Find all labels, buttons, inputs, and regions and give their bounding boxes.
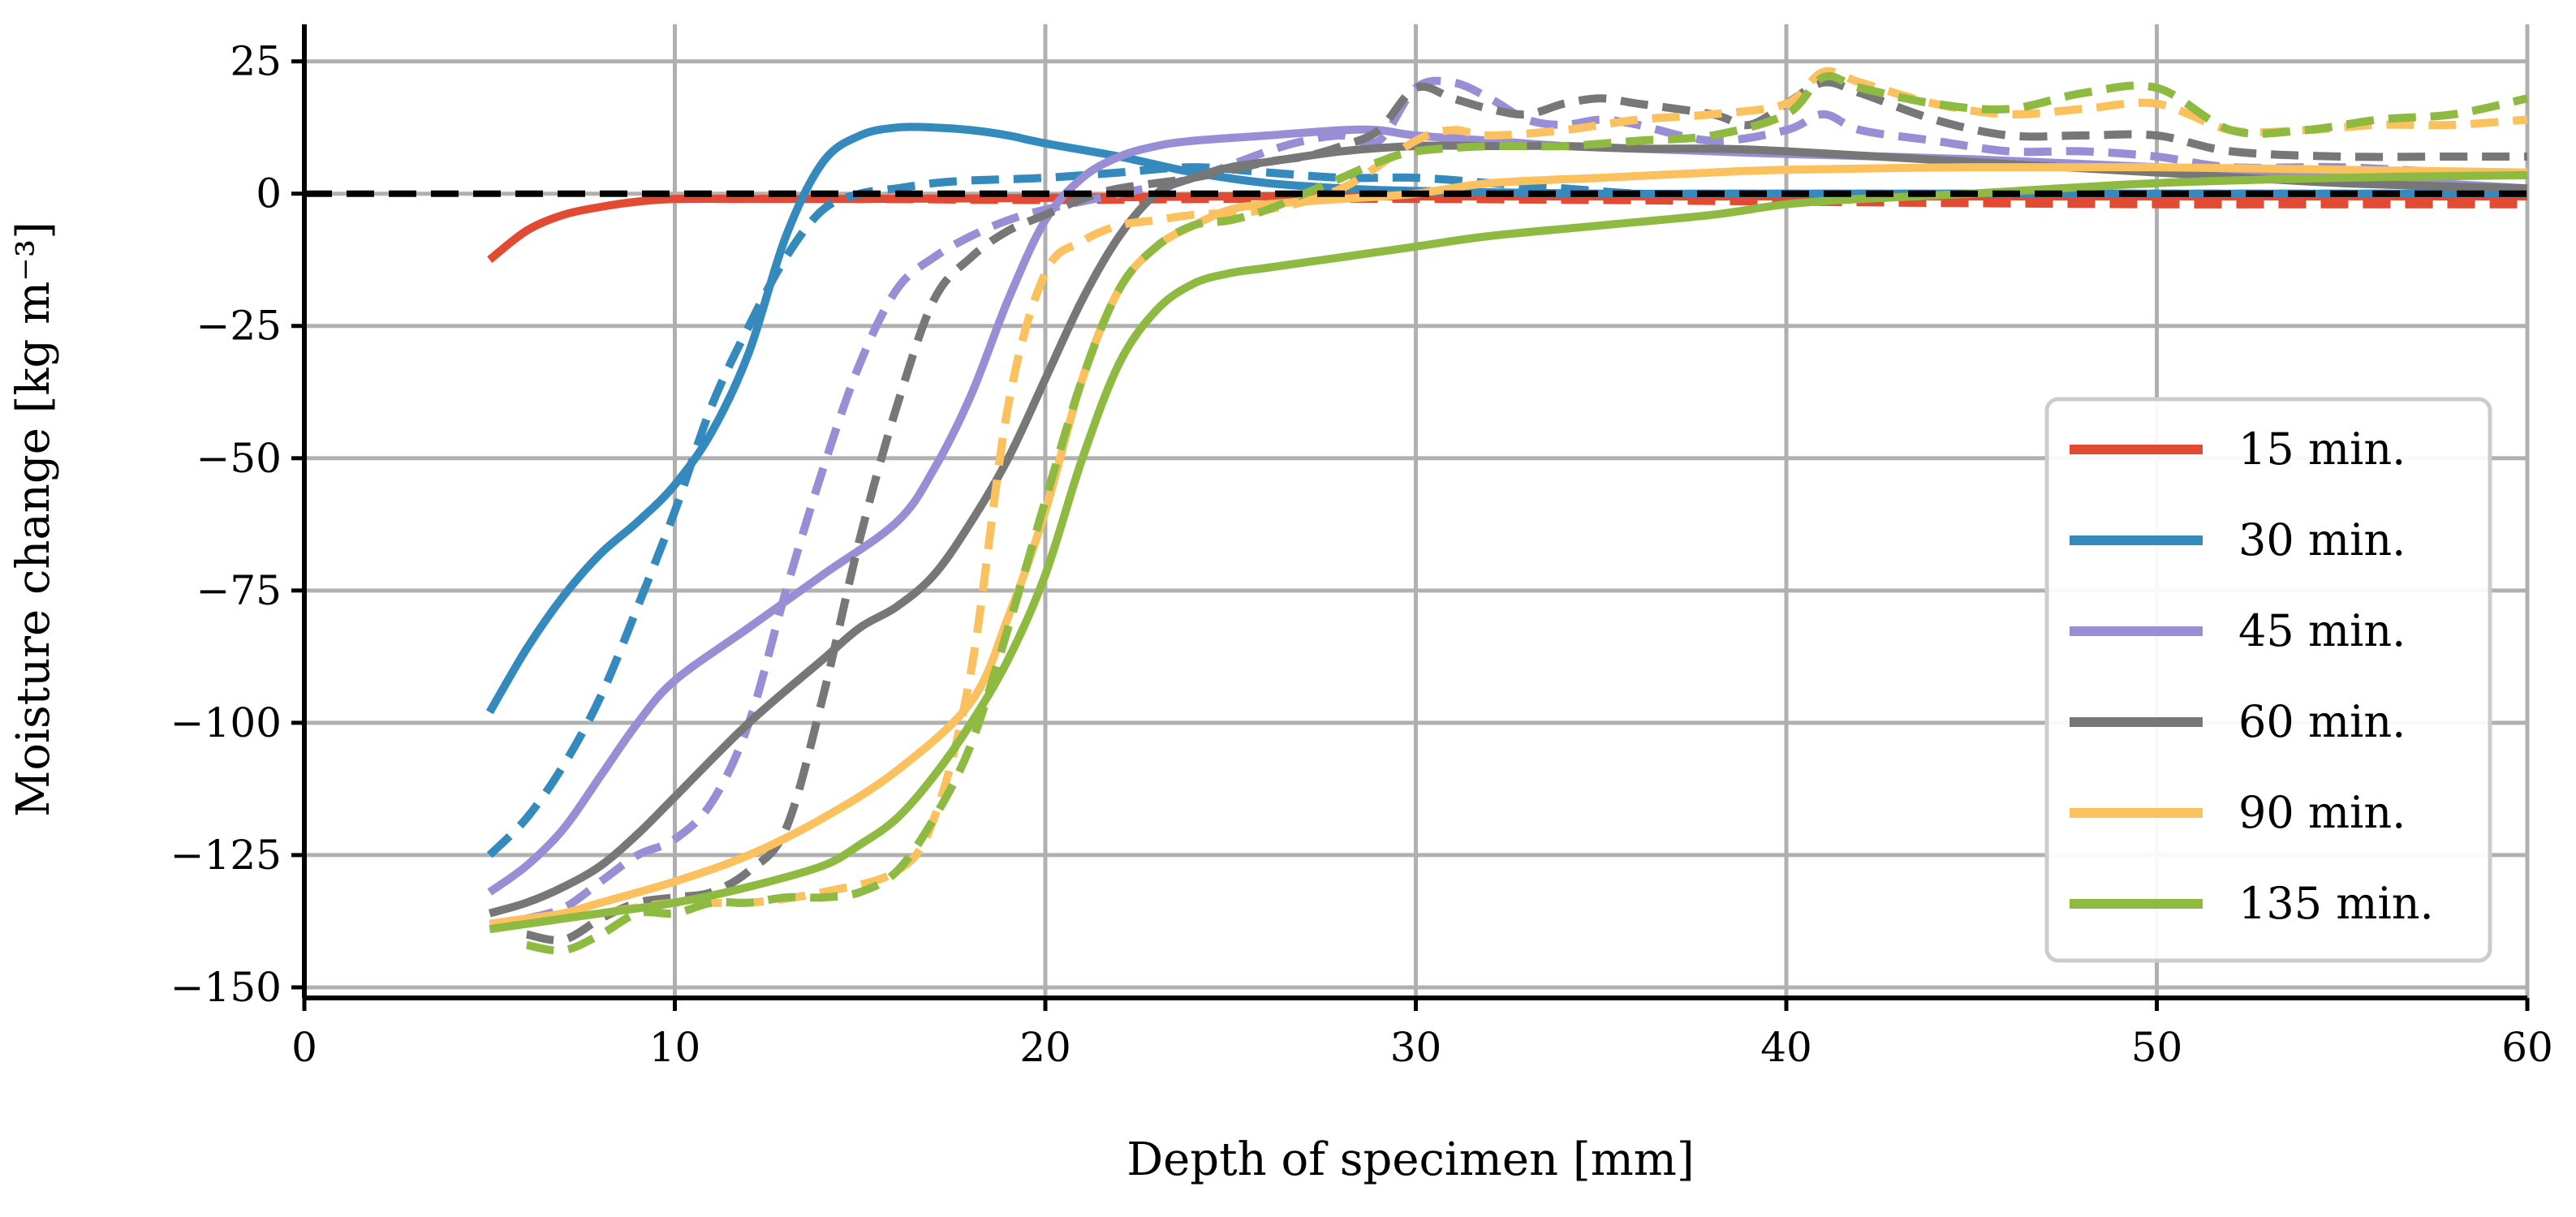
x-tick-label: 20 <box>1019 1024 1071 1071</box>
y-tick-label: −25 <box>196 303 282 350</box>
series-dashed-60-min <box>525 78 2527 944</box>
x-tick-label: 0 <box>291 1024 317 1071</box>
series-dashed-45-min <box>525 76 2528 923</box>
x-tick-label: 10 <box>649 1024 701 1071</box>
y-tick-label: −75 <box>196 567 282 614</box>
legend-label: 135 min. <box>2238 878 2434 929</box>
legend: 15 min. 30 min. 45 min. 60 min. 90 min. 135 m… <box>2044 397 2492 963</box>
y-tick-label: 0 <box>256 170 282 217</box>
x-tick-label: 60 <box>2501 1024 2553 1071</box>
legend-label: 90 min. <box>2238 787 2406 838</box>
y-tick-label: −50 <box>196 435 282 482</box>
y-tick-label: −150 <box>170 964 282 1011</box>
legend-label: 60 min. <box>2238 696 2406 747</box>
y-axis-title: Moisture change [kg m⁻³] <box>7 221 60 817</box>
series-solid-60-min <box>488 141 2528 918</box>
x-axis-title: Depth of specimen [mm] <box>1126 1133 1695 1186</box>
y-tick-label: 25 <box>230 38 282 85</box>
legend-label: 15 min. <box>2238 424 2406 475</box>
y-tick-label: −100 <box>170 699 282 746</box>
x-tick-label: 40 <box>1760 1024 1812 1071</box>
legend-label: 30 min. <box>2238 514 2406 565</box>
legend-frame <box>2044 397 2492 963</box>
axes-layer: 0 10 20 30 40 50 60 25 0 −25 −50 −75 −100 −125 −150 <box>170 24 2553 1071</box>
y-tick-label: −125 <box>170 832 282 879</box>
x-tick-label: 30 <box>1390 1024 1442 1071</box>
series-dashed-135-min <box>525 71 2529 955</box>
x-tick-label: 50 <box>2131 1024 2183 1071</box>
legend-label: 45 min. <box>2238 605 2406 656</box>
